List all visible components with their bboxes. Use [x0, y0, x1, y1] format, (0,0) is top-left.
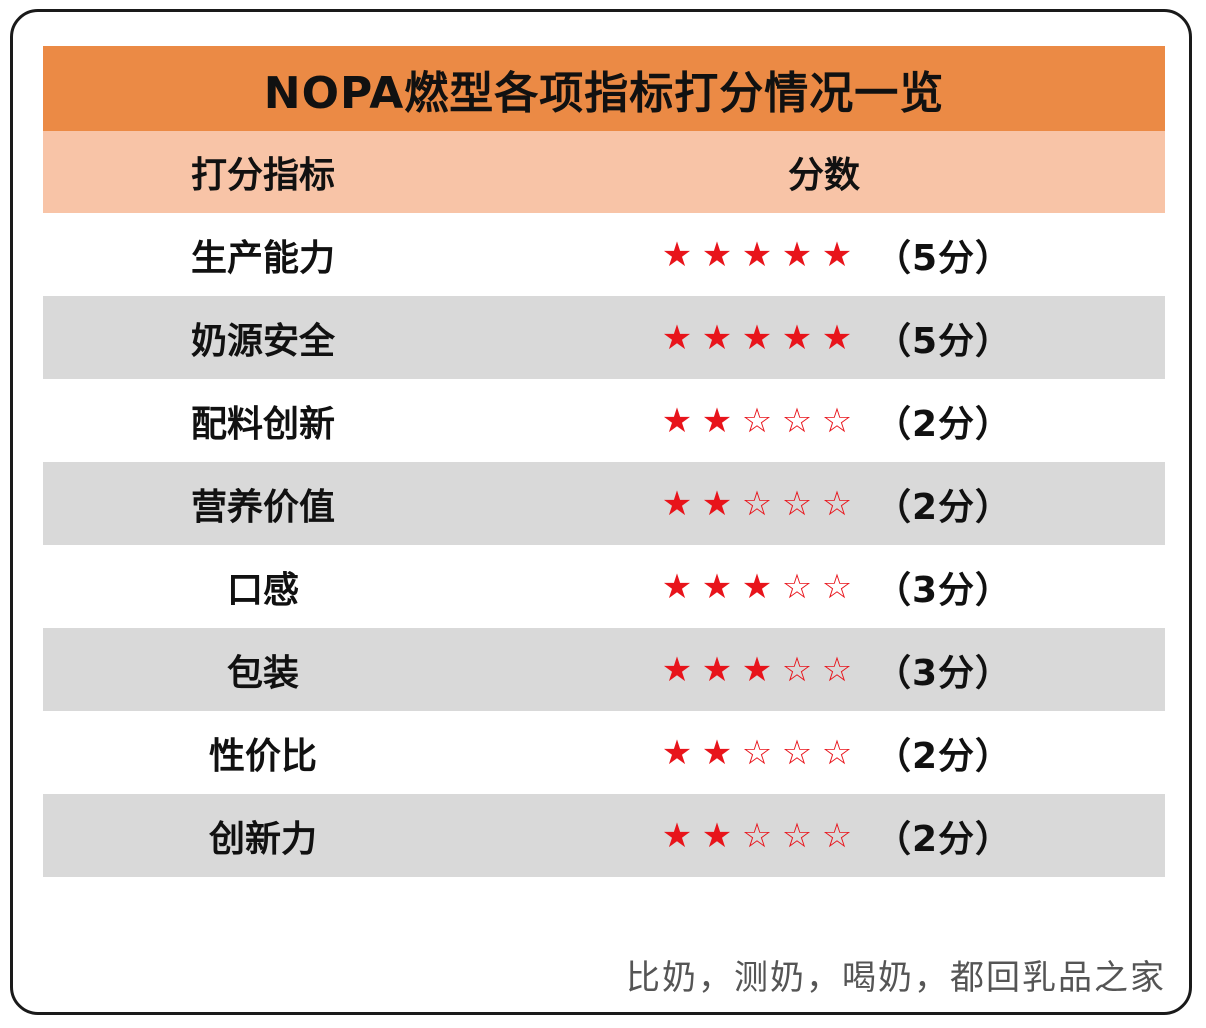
filled-star-icon: ★ — [701, 649, 733, 690]
star-rating: ★ ★ ☆ ☆ ☆ — [657, 736, 857, 770]
score-text: （5分） — [875, 320, 1013, 362]
outline-star-icon: ☆ — [821, 483, 853, 524]
filled-star-icon: ★ — [661, 317, 693, 358]
filled-star-icon: ★ — [741, 317, 773, 358]
row-label: 配料创新 — [190, 403, 335, 445]
outline-star-icon: ☆ — [781, 566, 813, 607]
filled-star-icon: ★ — [701, 400, 733, 441]
score-text: （2分） — [875, 818, 1013, 860]
filled-star-icon: ★ — [661, 234, 693, 275]
row-score: ★ ★ ★ ★ ★ （5分） — [43, 312, 1165, 364]
watermark-text: 比奶，测奶，喝奶，都回乳品之家 — [626, 958, 1166, 998]
table-row: 奶源安全 ★ ★ ★ ★ ★ （5分） — [43, 296, 1165, 379]
star-rating: ★ ★ ★ ★ ★ — [657, 238, 857, 272]
outline-star-icon: ☆ — [781, 732, 813, 773]
outline-star-icon: ☆ — [741, 732, 773, 773]
star-rating: ★ ★ ☆ ☆ ☆ — [657, 404, 857, 438]
outline-star-icon: ☆ — [741, 483, 773, 524]
filled-star-icon: ★ — [661, 400, 693, 441]
score-text: （3分） — [875, 652, 1013, 694]
row-label: 奶源安全 — [190, 320, 335, 362]
star-rating: ★ ★ ★ ★ ★ — [657, 321, 857, 355]
table-row: 营养价值 ★ ★ ☆ ☆ ☆ （2分） — [43, 462, 1165, 545]
header-score-column: 分数 — [787, 155, 860, 196]
filled-star-icon: ★ — [701, 317, 733, 358]
table-body: 生产能力 ★ ★ ★ ★ ★ （5分） 奶源安全 ★ ★ ★ ★ ★ （5分） 配料创新 ★ ★ ☆ ☆ ☆ （2分）营… — [43, 213, 1165, 877]
filled-star-icon: ★ — [661, 649, 693, 690]
row-label: 创新力 — [208, 818, 317, 860]
outline-star-icon: ☆ — [741, 400, 773, 441]
row-label: 性价比 — [208, 735, 317, 777]
filled-star-icon: ★ — [661, 815, 693, 856]
filled-star-icon: ★ — [781, 234, 813, 275]
table-row: 生产能力 ★ ★ ★ ★ ★ （5分） — [43, 213, 1165, 296]
table-header: 打分指标 分数 — [43, 131, 1165, 213]
row-score: ★ ★ ☆ ☆ ☆ （2分） — [43, 810, 1165, 862]
table-row: 创新力 ★ ★ ☆ ☆ ☆ （2分） — [43, 794, 1165, 877]
star-rating: ★ ★ ★ ☆ ☆ — [657, 570, 857, 604]
filled-star-icon: ★ — [741, 566, 773, 607]
score-text: （2分） — [875, 486, 1013, 528]
row-score: ★ ★ ☆ ☆ ☆ （2分） — [43, 478, 1165, 530]
filled-star-icon: ★ — [701, 483, 733, 524]
filled-star-icon: ★ — [701, 815, 733, 856]
table-row: 性价比 ★ ★ ☆ ☆ ☆ （2分） — [43, 711, 1165, 794]
row-label: 口感 — [226, 569, 299, 611]
filled-star-icon: ★ — [821, 234, 853, 275]
score-text: （2分） — [875, 735, 1013, 777]
row-score: ★ ★ ★ ☆ ☆ （3分） — [43, 561, 1165, 613]
table-row: 口感 ★ ★ ★ ☆ ☆ （3分） — [43, 545, 1165, 628]
star-rating: ★ ★ ★ ☆ ☆ — [657, 653, 857, 687]
outline-star-icon: ☆ — [781, 400, 813, 441]
filled-star-icon: ★ — [741, 649, 773, 690]
score-text: （2分） — [875, 403, 1013, 445]
row-score: ★ ★ ★ ☆ ☆ （3分） — [43, 644, 1165, 696]
filled-star-icon: ★ — [661, 566, 693, 607]
filled-star-icon: ★ — [661, 483, 693, 524]
star-rating: ★ ★ ☆ ☆ ☆ — [657, 487, 857, 521]
filled-star-icon: ★ — [741, 234, 773, 275]
outline-star-icon: ☆ — [741, 815, 773, 856]
outline-star-icon: ☆ — [821, 566, 853, 607]
filled-star-icon: ★ — [661, 732, 693, 773]
rating-table: NOPA燃型各项指标打分情况一览 打分指标 分数 生产能力 ★ ★ ★ ★ ★ （5分） 奶源… — [43, 46, 1165, 877]
filled-star-icon: ★ — [701, 234, 733, 275]
score-text: （5分） — [875, 237, 1013, 279]
row-label: 营养价值 — [190, 486, 335, 528]
outline-star-icon: ☆ — [821, 649, 853, 690]
table-title: NOPA燃型各项指标打分情况一览 — [43, 46, 1165, 131]
outline-star-icon: ☆ — [781, 815, 813, 856]
outline-star-icon: ☆ — [821, 732, 853, 773]
filled-star-icon: ★ — [701, 566, 733, 607]
score-text: （3分） — [875, 569, 1013, 611]
outline-star-icon: ☆ — [781, 649, 813, 690]
outline-star-icon: ☆ — [821, 400, 853, 441]
filled-star-icon: ★ — [701, 732, 733, 773]
outline-star-icon: ☆ — [821, 815, 853, 856]
filled-star-icon: ★ — [821, 317, 853, 358]
row-score: ★ ★ ☆ ☆ ☆ （2分） — [43, 395, 1165, 447]
filled-star-icon: ★ — [781, 317, 813, 358]
row-score: ★ ★ ★ ★ ★ （5分） — [43, 229, 1165, 281]
row-score: ★ ★ ☆ ☆ ☆ （2分） — [43, 727, 1165, 779]
star-rating: ★ ★ ☆ ☆ ☆ — [657, 819, 857, 853]
header-label-column: 打分指标 — [190, 155, 335, 196]
table-row: 配料创新 ★ ★ ☆ ☆ ☆ （2分） — [43, 379, 1165, 462]
row-label: 生产能力 — [190, 237, 335, 279]
table-row: 包装 ★ ★ ★ ☆ ☆ （3分） — [43, 628, 1165, 711]
outline-star-icon: ☆ — [781, 483, 813, 524]
row-label: 包装 — [226, 652, 299, 694]
